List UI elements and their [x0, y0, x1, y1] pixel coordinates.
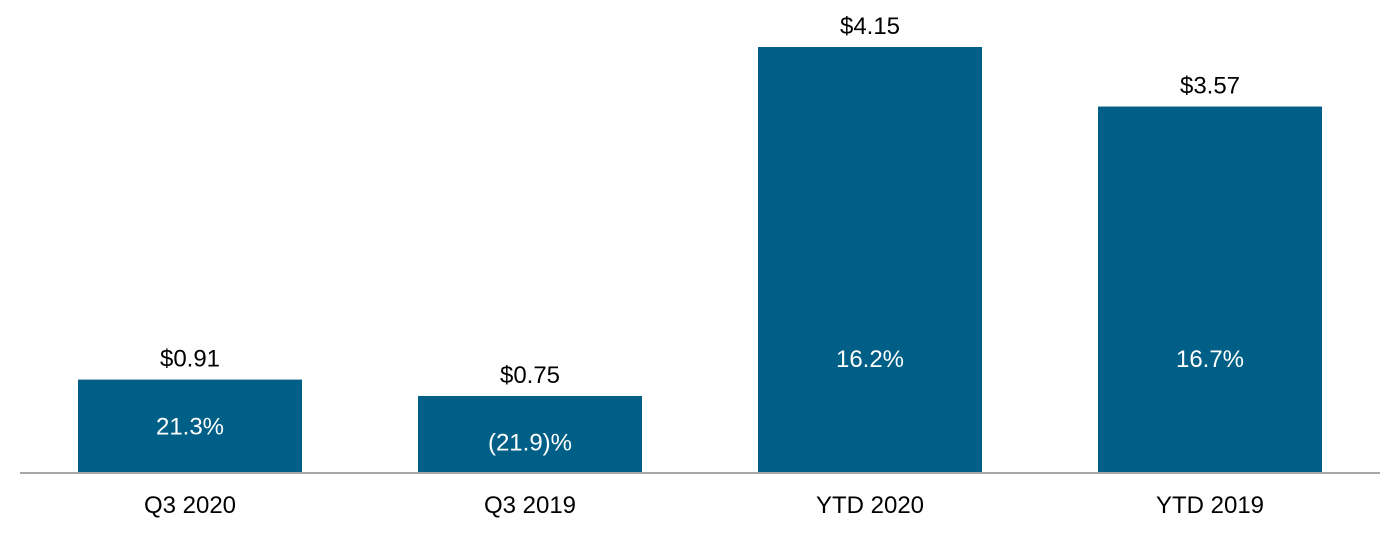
bar-percent-label-2: 16.2% [836, 346, 904, 373]
x-tick-label-0: Q3 2020 [144, 492, 236, 519]
bar-0 [78, 379, 302, 473]
bar-1 [418, 396, 642, 473]
bars-group: $0.91 21.3% $0.75 (21.9)% $4.15 16.2% $3.57 16.… [78, 13, 1322, 473]
bar-percent-label-3: 16.7% [1176, 346, 1244, 373]
bar-value-label-2: $4.15 [840, 13, 900, 40]
x-tick-label-3: YTD 2019 [1156, 492, 1264, 519]
bar-percent-label-0: 21.3% [156, 413, 224, 440]
x-tick-labels: Q3 2020 Q3 2019 YTD 2020 YTD 2019 [144, 492, 1264, 519]
x-tick-label-2: YTD 2020 [816, 492, 924, 519]
x-tick-label-1: Q3 2019 [484, 492, 576, 519]
bar-value-label-0: $0.91 [160, 346, 220, 373]
bar-percent-label-1: (21.9)% [488, 430, 572, 457]
bar-3 [1098, 106, 1322, 473]
bar-2 [758, 47, 982, 473]
bar-value-label-1: $0.75 [500, 362, 560, 389]
bar-value-label-3: $3.57 [1180, 73, 1240, 100]
